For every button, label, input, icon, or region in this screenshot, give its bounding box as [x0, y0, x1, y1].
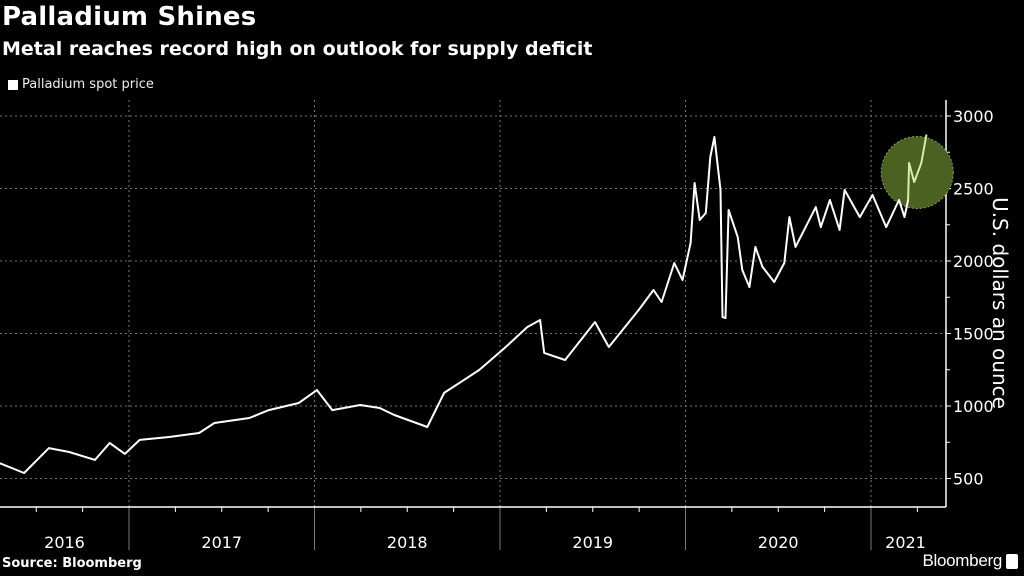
- data-point: [681, 279, 684, 281]
- data-point: [761, 266, 764, 268]
- data-point: [539, 319, 541, 321]
- data-point: [920, 162, 923, 164]
- x-tick-label: 2016: [44, 533, 85, 552]
- data-point: [94, 459, 96, 461]
- data-point: [907, 199, 909, 201]
- data-point: [838, 229, 841, 231]
- data-point: [426, 426, 429, 428]
- x-tick-label: 2017: [201, 533, 242, 552]
- data-point: [660, 301, 663, 303]
- data-point: [443, 392, 445, 394]
- data-point: [108, 442, 111, 444]
- data-point: [719, 189, 722, 191]
- legend: Palladium spot price: [8, 77, 154, 92]
- x-tick-label: 2019: [572, 533, 613, 552]
- chart-title: Palladium Shines: [2, 2, 257, 32]
- data-point: [898, 199, 900, 201]
- data-point: [736, 236, 739, 238]
- data-point: [794, 246, 797, 248]
- y-tick-label: 1500: [953, 325, 994, 344]
- data-point: [526, 326, 529, 328]
- data-point: [637, 309, 640, 311]
- data-point: [829, 199, 831, 201]
- data-point: [698, 219, 701, 221]
- data-point: [478, 369, 480, 371]
- data-point: [820, 226, 822, 228]
- source-note: Source: Bloomberg: [2, 556, 142, 571]
- data-point: [903, 216, 906, 218]
- data-point: [316, 389, 318, 391]
- legend-label: Palladium spot price: [22, 77, 154, 92]
- data-point: [689, 242, 692, 244]
- data-point: [693, 182, 696, 184]
- data-point: [594, 321, 596, 323]
- x-tick-label: 2018: [387, 533, 428, 552]
- data-point: [788, 216, 791, 218]
- data-point: [198, 432, 200, 434]
- legend-swatch: [8, 79, 18, 90]
- y-tick-label: 1000: [953, 397, 994, 416]
- data-point: [378, 407, 381, 409]
- data-point: [48, 447, 50, 449]
- data-point: [168, 436, 170, 438]
- data-point: [393, 414, 396, 416]
- data-point: [543, 352, 546, 354]
- data-point: [23, 472, 25, 474]
- data-point: [297, 402, 300, 404]
- data-point: [754, 246, 757, 248]
- data-point: [908, 162, 910, 164]
- data-point: [331, 409, 334, 411]
- data-point: [713, 136, 716, 138]
- bloomberg-logo: Bloomberg: [922, 551, 1018, 571]
- data-point: [673, 262, 676, 264]
- data-point: [783, 262, 786, 264]
- y-axis-title: U.S. dollars an ounce: [988, 197, 1012, 409]
- y-tick-label: 3000: [953, 107, 994, 126]
- data-point: [871, 194, 874, 196]
- data-point: [607, 346, 610, 348]
- data-point: [709, 156, 712, 158]
- data-point: [724, 317, 727, 319]
- data-point: [124, 453, 126, 455]
- data-point: [843, 189, 846, 191]
- bloomberg-mark-icon: [1006, 553, 1018, 569]
- data-point: [68, 451, 70, 453]
- data-point: [704, 212, 707, 214]
- data-point: [913, 181, 915, 183]
- data-point: [138, 439, 141, 441]
- data-point: [748, 286, 751, 288]
- data-point: [727, 209, 730, 211]
- price-line: [0, 136, 910, 474]
- logo-text: Bloomberg: [922, 551, 1002, 570]
- data-point: [503, 347, 506, 349]
- data-point: [773, 281, 775, 283]
- y-tick-label: 500: [953, 470, 984, 489]
- data-point: [814, 206, 817, 208]
- data-point: [359, 404, 362, 406]
- y-tick-label: 2500: [953, 180, 994, 199]
- x-tick-label: 2020: [758, 533, 799, 552]
- data-point: [741, 269, 744, 271]
- data-point: [652, 289, 655, 291]
- y-tick-label: 2000: [953, 252, 994, 271]
- data-point: [564, 359, 566, 361]
- data-point: [859, 216, 861, 218]
- x-tick-label: 2021: [885, 533, 926, 552]
- data-point: [925, 134, 928, 136]
- chart-subtitle: Metal reaches record high on outlook for…: [2, 38, 593, 60]
- data-point: [248, 417, 251, 419]
- data-point: [213, 422, 216, 424]
- data-point: [721, 316, 724, 318]
- data-point: [885, 226, 888, 228]
- data-point: [267, 409, 270, 411]
